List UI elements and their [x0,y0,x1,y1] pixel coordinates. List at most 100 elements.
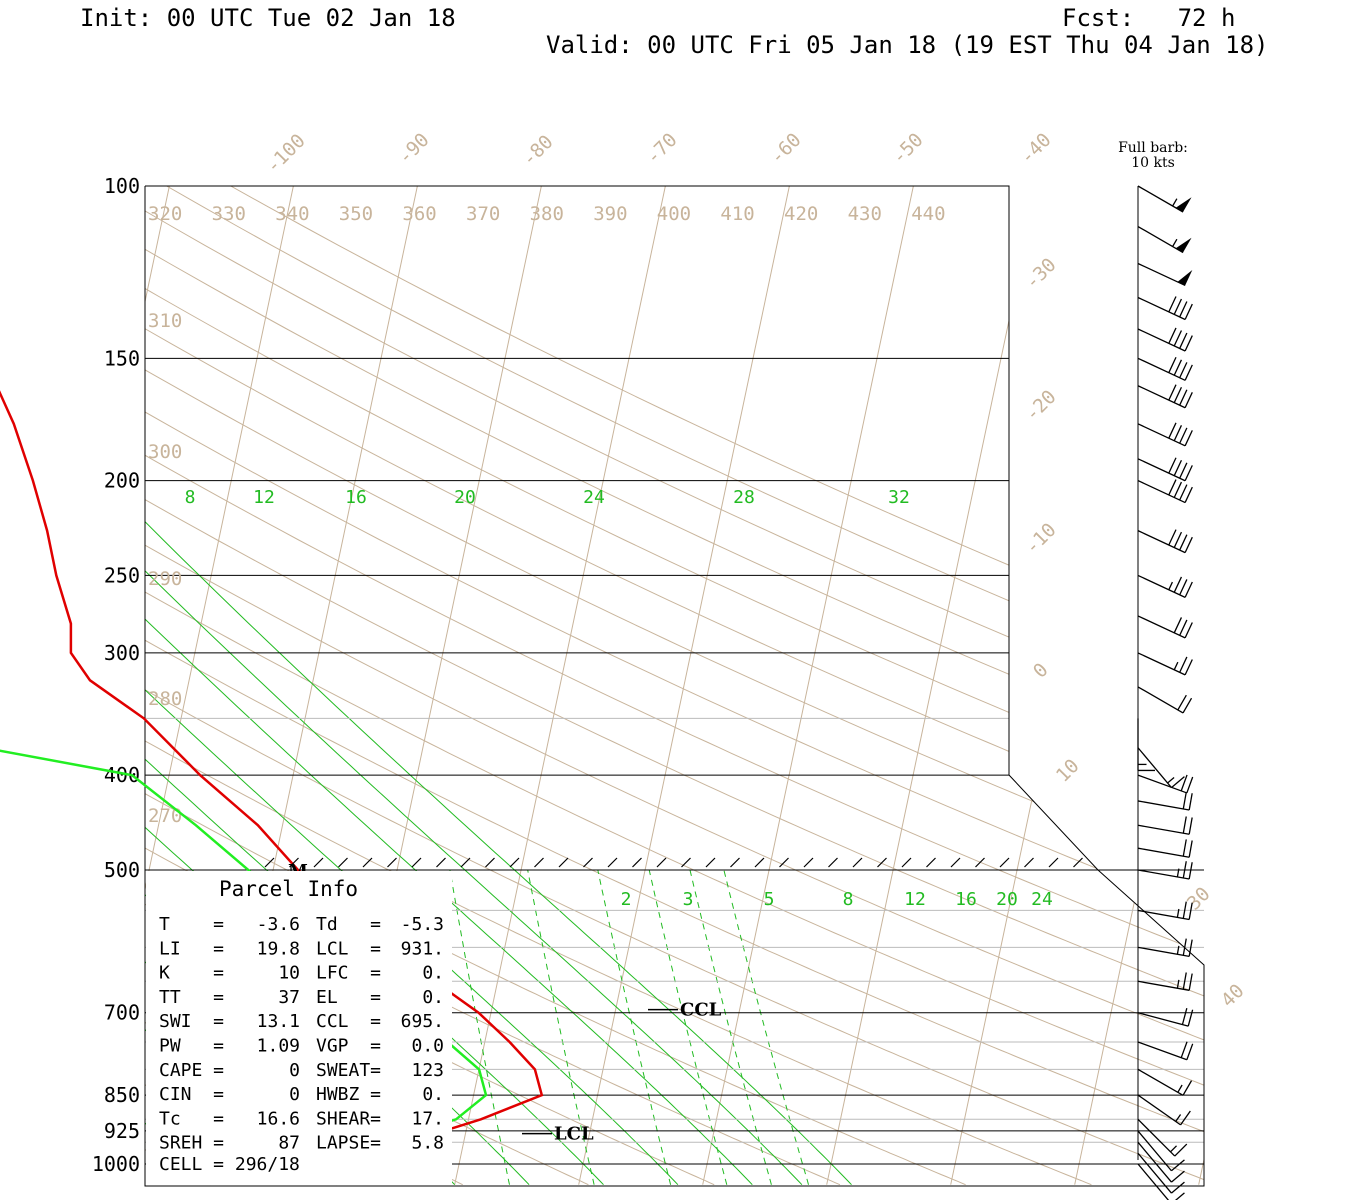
mixing-ratio-label: 28 [733,487,755,508]
isotherm-label: 0 [1029,659,1053,683]
hatch-mark [999,857,1010,868]
parcel-info-value: 931. [401,938,444,959]
wind-barb [1137,615,1193,639]
hatch-mark [289,857,299,868]
parcel-info-key: LFC = [316,963,381,984]
theta-label: 330 [212,203,246,225]
isotherm-label: -90 [394,129,434,169]
mixing-ratio-line [449,869,510,1185]
hatch-mark [264,857,275,868]
dry-adiabat [145,186,1204,1186]
pressure-label: 250 [104,563,140,587]
wind-barb [1137,1130,1185,1172]
hatch-mark [1048,857,1059,868]
parcel-info-value: 1.09 [257,1036,300,1057]
hatch-mark [411,857,422,868]
isotherm-label: -30 [1021,254,1061,294]
isotherm [950,186,1167,1185]
parcel-info-value: 37 [278,987,300,1008]
parcel-info-value: 0. [422,963,444,984]
parcel-info-value: 13.1 [257,1011,300,1032]
hatch-mark [730,857,740,868]
theta-label: 320 [148,203,182,225]
wind-barb [1137,327,1193,352]
isotherm [826,186,1043,1185]
hatch-mark [583,857,593,868]
wind-barb [1137,816,1193,835]
hatch-mark [877,857,887,868]
parcel-info-value: 695. [401,1011,444,1032]
pressure-label: 700 [104,1001,140,1025]
theta-label: 420 [784,203,818,225]
parcel-info-value: 0.0 [411,1036,444,1057]
hatch-mark [485,857,495,868]
theta-label: 290 [148,568,182,590]
parcel-info-key: SWI = [159,1011,224,1032]
parcel-info-key: SWEAT= [316,1060,381,1081]
hatch-mark [852,857,863,868]
hatch-mark [534,857,544,868]
parcel-info-key: EL = [316,987,381,1008]
mixing-ratio-label: 32 [888,487,910,508]
dry-adiabat [145,186,1204,1186]
wind-barb [1137,529,1193,554]
hatch-mark [313,857,324,868]
parcel-info-value: 10 [278,963,300,984]
parcel-info-value: 19.8 [257,938,300,959]
theta-label: 390 [593,203,627,225]
isotherm-label: -80 [518,131,558,171]
mixing-ratio-label: 20 [454,487,476,508]
parcel-info-value: 0 [289,1060,300,1081]
isotherm-label: 40 [1217,980,1249,1012]
wind-barb [1137,747,1185,789]
hatch-mark [656,857,667,868]
wind-barb [1137,774,1194,794]
wind-barb [1137,901,1193,921]
mixing-ratio-label: 12 [253,487,275,508]
parcel-info-key: CCL = [316,1011,381,1032]
parcel-info-title: Parcel Info [219,877,358,901]
isotherm [145,186,299,1185]
dry-adiabat [145,186,1204,1186]
hatch-mark [1024,857,1034,868]
mixing-ratio-line [648,869,728,1185]
parcel-info-value: 16.6 [257,1108,300,1129]
hatch-mark [926,857,936,868]
mixing-ratio-line [597,869,672,1185]
parcel-info-value: -5.3 [401,914,444,935]
parcel-info-value: -3.6 [257,914,300,935]
theta-label: 300 [148,441,182,463]
wind-barb [1137,938,1193,958]
hatch-mark [901,857,912,868]
barb-legend-title: Full barb: [1118,140,1188,156]
isotherm [454,186,671,1185]
hatch-mark [387,857,397,868]
wind-barb [1137,574,1193,598]
isotherm [702,186,919,1185]
wind-barb [1137,1094,1191,1126]
forecast-hour: Fcst: 72 h [1062,4,1236,32]
theta-label: 360 [402,203,436,225]
isotherm-label: 30 [1183,883,1215,915]
parcel-info-box [146,871,452,1185]
barb-legend-units: 10 kts [1131,155,1175,171]
parcel-info-key: PW = [159,1036,224,1057]
diagram-frame [144,185,1205,1187]
mixing-ratio-label: 12 [904,889,926,910]
hatch-mark [754,857,765,868]
hatch-mark [632,857,642,868]
wind-barb [1137,718,1155,772]
wind-barb [1137,1068,1193,1096]
theta-label: 370 [466,203,500,225]
theta-label: 430 [848,203,882,225]
moist-adiabat [145,480,803,1186]
mixing-ratio-label: 2 [621,889,632,910]
wind-barb [1137,972,1193,991]
isotherm [1198,186,1204,1185]
mixing-ratio-label: 20 [996,889,1018,910]
hatch-mark [362,857,373,868]
isotherm-label: 10 [1052,755,1084,787]
hatch-mark [681,857,691,868]
moist-adiabat [145,480,852,1186]
